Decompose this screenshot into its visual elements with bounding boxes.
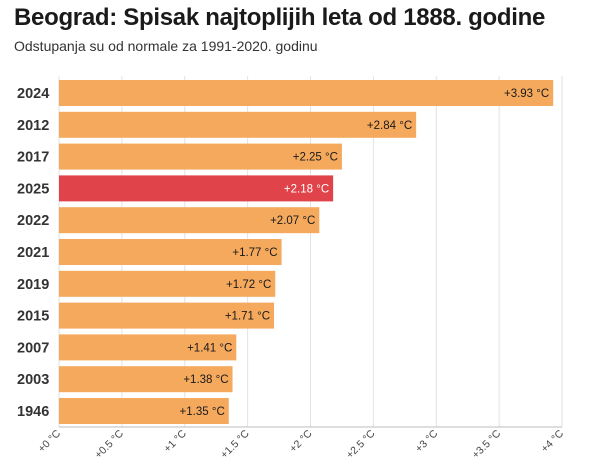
category-label: 2022 — [17, 213, 49, 229]
category-label: 2024 — [17, 86, 49, 102]
x-tick-label: +2.5 °C — [344, 427, 378, 461]
bar-2025 — [59, 175, 334, 202]
bar-2019 — [59, 270, 276, 297]
value-label: +3.93 °C — [504, 88, 549, 100]
category-label: 1946 — [17, 404, 49, 420]
bar-2021 — [59, 239, 282, 265]
x-tick-label: +3.5 °C — [470, 427, 504, 461]
bar-2007 — [59, 334, 237, 361]
x-tick-label: +0 °C — [36, 427, 64, 455]
bar-2015 — [59, 302, 275, 329]
x-tick-label: +3 °C — [413, 427, 441, 455]
value-label: +1.35 °C — [180, 406, 225, 418]
bar-2022 — [59, 207, 320, 234]
category-label: 2017 — [17, 150, 49, 166]
value-label: +1.71 °C — [225, 311, 270, 323]
bar-2012 — [59, 111, 417, 138]
bar-1946 — [59, 398, 229, 424]
category-label: 2021 — [17, 245, 49, 261]
value-label: +2.18 °C — [284, 183, 329, 195]
x-tick-label: +0.5 °C — [92, 427, 126, 461]
bar-2003 — [59, 366, 233, 393]
category-label: 2012 — [17, 118, 49, 134]
x-tick-label: +1.5 °C — [218, 427, 252, 461]
value-label: +2.07 °C — [270, 215, 315, 227]
value-label: +2.25 °C — [293, 152, 338, 164]
value-label: +1.41 °C — [187, 342, 232, 354]
chart-title: Beograd: Spisak najtoplijih leta od 1888… — [14, 4, 546, 31]
category-label: 2025 — [17, 181, 49, 197]
bar-2024 — [59, 80, 554, 106]
category-label: 2003 — [17, 372, 49, 388]
x-tick-label: +4 °C — [539, 427, 567, 455]
value-label: +1.77 °C — [232, 247, 277, 259]
category-label: 2007 — [17, 340, 49, 356]
value-label: +1.72 °C — [226, 279, 271, 291]
value-label: +2.84 °C — [367, 120, 412, 132]
x-tick-label: +1 °C — [162, 427, 190, 455]
category-label: 2019 — [17, 277, 49, 293]
category-label: 2015 — [17, 309, 49, 325]
chart-subtitle: Odstupanja su od normale za 1991-2020. g… — [14, 38, 318, 54]
x-tick-label: +2 °C — [287, 427, 315, 455]
value-label: +1.38 °C — [183, 374, 228, 386]
bar-2017 — [59, 143, 342, 170]
